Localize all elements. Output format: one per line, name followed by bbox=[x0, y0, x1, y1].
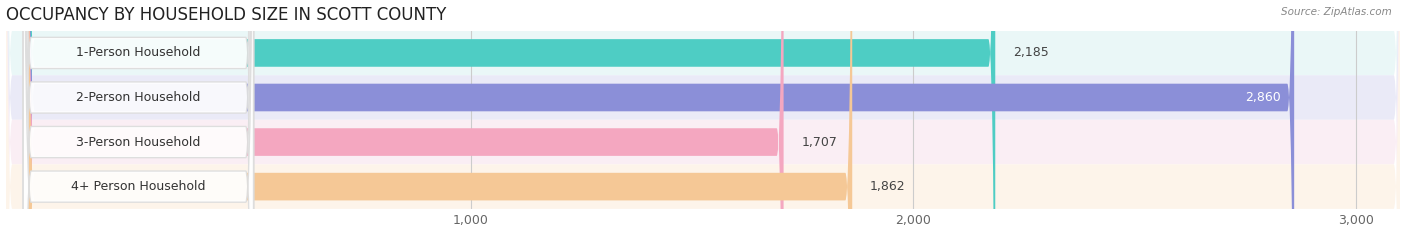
FancyBboxPatch shape bbox=[24, 0, 253, 233]
FancyBboxPatch shape bbox=[24, 0, 253, 233]
FancyBboxPatch shape bbox=[6, 0, 1400, 233]
Text: 2-Person Household: 2-Person Household bbox=[76, 91, 201, 104]
FancyBboxPatch shape bbox=[24, 0, 253, 233]
Text: OCCUPANCY BY HOUSEHOLD SIZE IN SCOTT COUNTY: OCCUPANCY BY HOUSEHOLD SIZE IN SCOTT COU… bbox=[6, 6, 446, 24]
Text: 4+ Person Household: 4+ Person Household bbox=[72, 180, 205, 193]
FancyBboxPatch shape bbox=[24, 0, 253, 233]
Text: 1-Person Household: 1-Person Household bbox=[76, 46, 201, 59]
Text: 2,185: 2,185 bbox=[1012, 46, 1049, 59]
FancyBboxPatch shape bbox=[28, 0, 852, 233]
Text: Source: ZipAtlas.com: Source: ZipAtlas.com bbox=[1281, 7, 1392, 17]
Text: 1,707: 1,707 bbox=[801, 136, 837, 149]
FancyBboxPatch shape bbox=[6, 0, 1400, 233]
FancyBboxPatch shape bbox=[6, 0, 1400, 233]
Text: 1,862: 1,862 bbox=[870, 180, 905, 193]
FancyBboxPatch shape bbox=[6, 0, 1400, 233]
FancyBboxPatch shape bbox=[28, 0, 783, 233]
FancyBboxPatch shape bbox=[28, 0, 1294, 233]
FancyBboxPatch shape bbox=[28, 0, 995, 233]
Text: 2,860: 2,860 bbox=[1246, 91, 1281, 104]
Text: 3-Person Household: 3-Person Household bbox=[76, 136, 201, 149]
